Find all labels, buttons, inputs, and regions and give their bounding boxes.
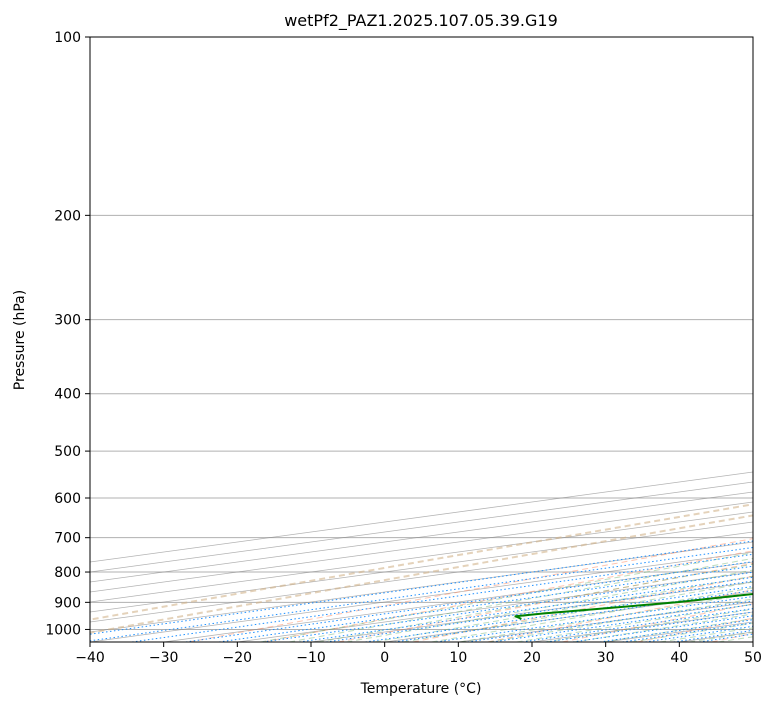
mixing-ratio-line xyxy=(467,600,753,642)
x-tick-label: 0 xyxy=(380,650,389,666)
dry-adiabats xyxy=(90,503,753,642)
y-tick-label: 800 xyxy=(54,565,81,581)
dry-adiabat xyxy=(412,575,753,642)
x-tick-label: −30 xyxy=(149,650,179,666)
x-tick-label: −40 xyxy=(75,650,105,666)
x-tick-label: 20 xyxy=(523,650,541,666)
mixing-ratio-line xyxy=(492,603,753,642)
isotherm-line xyxy=(90,491,753,583)
moist-adiabat xyxy=(403,581,753,642)
moist-adiabat xyxy=(346,569,753,642)
x-axis-title: Temperature (°C) xyxy=(360,681,482,697)
dry-adiabat xyxy=(188,538,753,642)
isotherm-line xyxy=(90,521,753,613)
y-tick-label: 200 xyxy=(54,208,81,224)
mixing-ratio-line xyxy=(522,608,753,642)
y-tick-label: 900 xyxy=(54,595,81,611)
pressure-gridlines xyxy=(90,37,753,630)
y-tick-label: 1000 xyxy=(45,622,81,638)
x-tick-label: 40 xyxy=(670,650,688,666)
x-tick-label: 50 xyxy=(744,650,762,666)
x-axis-ticks: −40 −30 −20 −10 0 10 20 30 40 50 xyxy=(75,642,762,666)
y-axis-title: Pressure (hPa) xyxy=(12,290,28,390)
isotherm-line xyxy=(90,501,753,593)
mixing-ratio-line xyxy=(185,561,753,642)
x-tick-label: 30 xyxy=(597,650,615,666)
plot-area: 0.10.20.40.611.52346810131620253036-100-… xyxy=(90,37,753,642)
x-tick-label: −20 xyxy=(223,650,253,666)
mixing-ratio-lines xyxy=(90,540,753,642)
x-tick-label: −10 xyxy=(296,650,326,666)
y-tick-label: 700 xyxy=(54,531,81,547)
isotherm-line xyxy=(90,481,753,573)
y-tick-label: 100 xyxy=(54,30,81,46)
chart-title: wetPf2_PAZ1.2025.107.05.39.G19 xyxy=(284,11,558,31)
mixing-ratio-line xyxy=(131,553,753,642)
y-tick-label: 300 xyxy=(54,313,81,329)
dry-adiabat xyxy=(338,562,753,642)
mixing-ratio-line xyxy=(90,546,753,642)
x-tick-label: 10 xyxy=(449,650,467,666)
y-axis-ticks: 100 200 300 400 500 600 700 800 900 1000 xyxy=(45,30,90,638)
y-tick-label: 500 xyxy=(54,444,81,460)
isotherm-line xyxy=(90,531,753,623)
y-tick-label: 600 xyxy=(54,491,81,507)
base-adiabat xyxy=(90,503,753,621)
isotherm-line xyxy=(90,471,753,563)
moist-adiabat xyxy=(317,563,753,642)
y-tick-label: 400 xyxy=(54,387,81,403)
moist-adiabat xyxy=(488,598,753,642)
mixing-ratio-line xyxy=(90,540,753,635)
mixing-ratio-line xyxy=(436,596,753,642)
moist-adiabat xyxy=(431,587,753,642)
plot-frame xyxy=(89,36,754,643)
moist-adiabats xyxy=(260,552,753,642)
